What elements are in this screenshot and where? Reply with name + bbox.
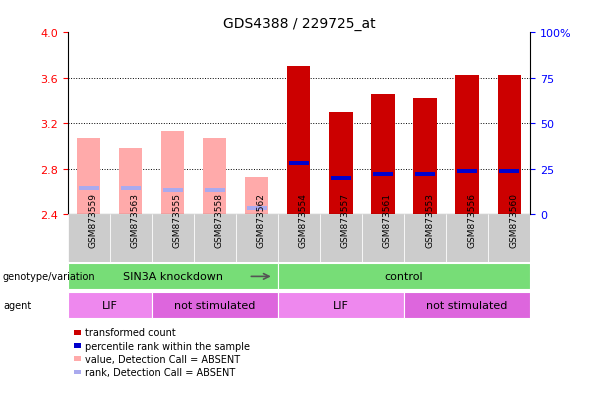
Bar [331,176,351,180]
Bar [121,186,141,190]
Bar [161,132,184,215]
Text: transformed count: transformed count [85,328,176,337]
Text: value, Detection Call = ABSENT: value, Detection Call = ABSENT [85,354,240,364]
Bar [457,169,477,173]
Text: GSM873563: GSM873563 [131,193,140,248]
Bar [498,76,521,215]
Bar [289,162,309,166]
Bar [488,215,530,262]
Bar [415,173,435,177]
Text: GSM873558: GSM873558 [215,193,224,248]
Text: not stimulated: not stimulated [174,301,256,311]
Bar [163,188,183,192]
Bar [119,149,143,215]
Text: GSM873561: GSM873561 [383,193,392,248]
Bar [110,215,152,262]
Title: GDS4388 / 229725_at: GDS4388 / 229725_at [223,17,375,31]
Text: agent: agent [3,301,31,311]
Text: LIF: LIF [102,301,118,311]
Bar [278,215,320,262]
Text: GSM873556: GSM873556 [467,193,476,248]
Text: LIF: LIF [333,301,349,311]
Text: control: control [385,272,423,282]
Bar [372,95,395,215]
Bar [152,292,278,319]
Bar [278,292,404,319]
Bar [373,173,393,177]
Text: GSM873559: GSM873559 [89,193,98,248]
Bar [203,139,226,215]
Bar [455,76,479,215]
Text: not stimulated: not stimulated [426,301,508,311]
Text: GSM873553: GSM873553 [425,193,434,248]
Bar [413,99,436,215]
Bar [205,188,224,192]
Text: GSM873557: GSM873557 [341,193,350,248]
Text: GSM873562: GSM873562 [257,193,266,248]
Bar [152,215,194,262]
Bar [77,139,100,215]
Bar [329,113,352,215]
Text: genotype/variation: genotype/variation [3,272,95,282]
Bar [287,67,310,215]
Bar [362,215,404,262]
Bar [194,215,236,262]
Bar [68,264,278,290]
Text: GSM873555: GSM873555 [173,193,182,248]
Bar [246,177,269,215]
Bar [68,292,152,319]
Bar [404,292,530,319]
Bar [404,215,446,262]
Bar [247,206,267,210]
Text: GSM873560: GSM873560 [509,193,518,248]
Bar [68,215,110,262]
Bar [446,215,488,262]
Text: percentile rank within the sample: percentile rank within the sample [85,341,250,351]
Text: GSM873554: GSM873554 [299,193,308,248]
Bar [499,169,519,173]
Text: rank, Detection Call = ABSENT: rank, Detection Call = ABSENT [85,367,236,377]
Text: SIN3A knockdown: SIN3A knockdown [123,272,223,282]
Bar [79,186,98,190]
Bar [278,264,530,290]
Bar [320,215,362,262]
Bar [236,215,278,262]
